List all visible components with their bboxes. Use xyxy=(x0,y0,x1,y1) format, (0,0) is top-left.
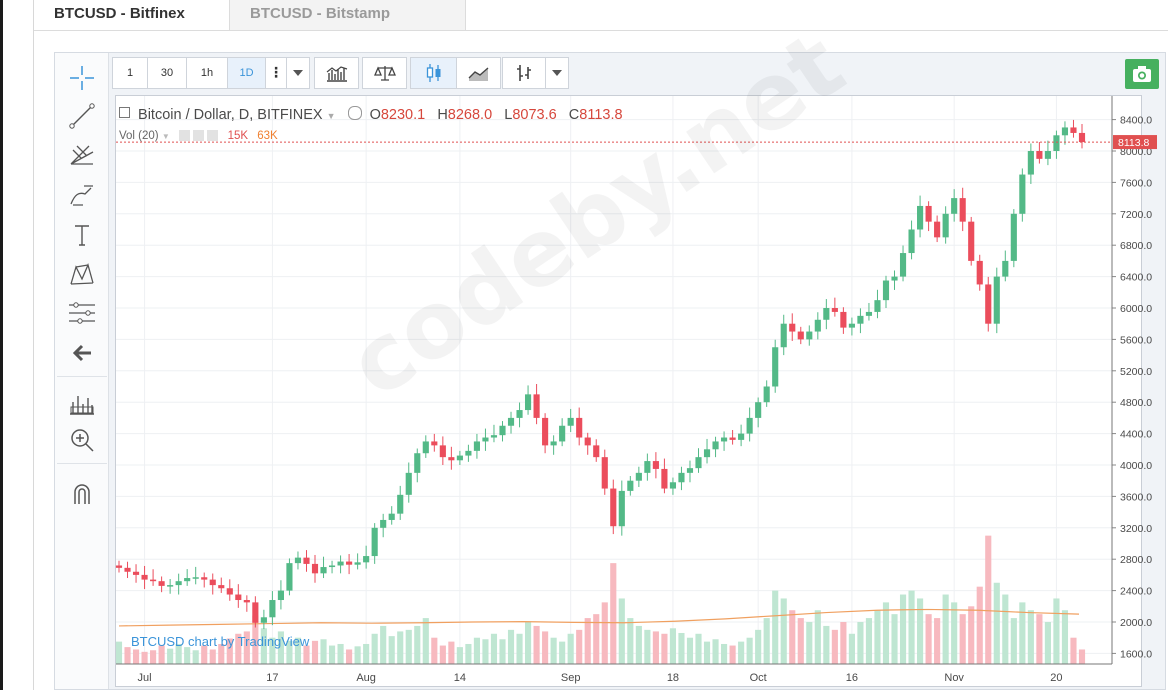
area-chart-button[interactable] xyxy=(456,57,501,89)
symbol-title[interactable]: Bitcoin / Dollar, D, BITFINEX xyxy=(138,107,323,123)
toolbar-divider xyxy=(57,463,107,464)
volume-value: 15K xyxy=(227,130,249,142)
bars-chart-button[interactable] xyxy=(502,57,546,89)
interval-1-button[interactable]: 1 xyxy=(112,57,148,89)
volume-ma-value: 63K xyxy=(257,130,278,142)
zoom-in-tool[interactable] xyxy=(67,425,97,455)
toolbar-divider xyxy=(57,376,107,377)
indicators-button[interactable] xyxy=(314,57,359,89)
kebab-icon: ⋮ xyxy=(269,64,283,80)
open-label: O xyxy=(369,107,381,123)
fib-tool[interactable] xyxy=(67,140,97,170)
tab-bitfinex[interactable]: BTCUSD - Bitfinex xyxy=(34,0,230,30)
measure-icon xyxy=(69,302,95,324)
eye-icon[interactable] xyxy=(178,130,190,141)
brush-tool[interactable] xyxy=(67,180,97,210)
window-edge xyxy=(0,0,3,690)
volume-title[interactable]: Vol (20) xyxy=(119,130,159,142)
caret-down-icon xyxy=(552,70,562,76)
open-value: 8230.1 xyxy=(380,107,426,123)
candles-button[interactable] xyxy=(410,57,457,89)
caret-down-icon[interactable]: ▼ xyxy=(326,111,336,121)
low-value: 8073.6 xyxy=(512,107,557,123)
close-label: C xyxy=(568,107,580,123)
tab-bitstamp[interactable]: BTCUSD - Bitstamp xyxy=(230,0,466,30)
low-label: L xyxy=(504,107,513,123)
pattern-icon xyxy=(70,263,94,285)
tradingview-credit[interactable]: BTCUSD chart by TradingView xyxy=(131,634,310,649)
interval-dropdown-button[interactable] xyxy=(286,57,310,89)
indicators-icon xyxy=(326,66,347,82)
back-arrow-icon xyxy=(72,344,91,362)
caret-down-icon xyxy=(293,70,303,76)
crosshair-tool[interactable] xyxy=(67,63,97,93)
symbol-legend: Bitcoin / Dollar, D, BITFINEX ▼ O8230.1 … xyxy=(119,105,623,123)
measure-tool[interactable] xyxy=(67,298,97,328)
text-tool[interactable] xyxy=(67,220,97,250)
high-value: 8268.0 xyxy=(447,107,493,123)
hide-drawings-tool[interactable] xyxy=(67,338,97,368)
exchange-tabs: BTCUSD - Bitfinex BTCUSD - Bitstamp xyxy=(34,0,1168,31)
brush-icon xyxy=(70,185,93,206)
settings-icon[interactable] xyxy=(193,130,205,141)
collapse-icon[interactable] xyxy=(119,107,130,118)
interval-1d-button[interactable]: 1D xyxy=(227,57,266,89)
trend-line-icon xyxy=(69,103,95,129)
close-value: 8113.8 xyxy=(579,107,623,123)
text-icon xyxy=(75,225,89,246)
interval-30-button[interactable]: 30 xyxy=(147,57,187,89)
indicators-panel-tool[interactable] xyxy=(67,388,97,418)
candles-icon xyxy=(426,64,440,82)
magnet-icon xyxy=(74,484,90,504)
volume-legend: Vol (20) ▼ 15K 63K xyxy=(119,128,278,142)
indicators-panel-icon xyxy=(70,396,94,415)
caret-down-icon[interactable]: ▼ xyxy=(161,132,170,141)
magnet-tool[interactable] xyxy=(67,479,97,509)
fib-icon xyxy=(70,145,94,165)
chart-pane[interactable] xyxy=(115,95,1142,687)
eye-icon[interactable] xyxy=(347,106,362,120)
more-intervals-button[interactable]: ⋮ xyxy=(265,57,287,89)
compare-icon xyxy=(373,66,396,81)
snapshot-button[interactable] xyxy=(1125,59,1159,89)
close-icon[interactable] xyxy=(207,130,219,141)
zoom-in-icon xyxy=(71,429,94,452)
crosshair-icon xyxy=(70,66,94,90)
interval-1h-button[interactable]: 1h xyxy=(186,57,228,89)
high-label: H xyxy=(437,107,448,123)
chart-type-dropdown-button[interactable] xyxy=(545,57,569,89)
trend-line-tool[interactable] xyxy=(67,101,97,131)
drawing-toolbar xyxy=(55,53,109,689)
bars-icon xyxy=(517,65,531,81)
camera-icon xyxy=(1133,66,1151,82)
pattern-tool[interactable] xyxy=(67,259,97,289)
area-icon xyxy=(468,67,488,81)
compare-button[interactable] xyxy=(362,57,407,89)
